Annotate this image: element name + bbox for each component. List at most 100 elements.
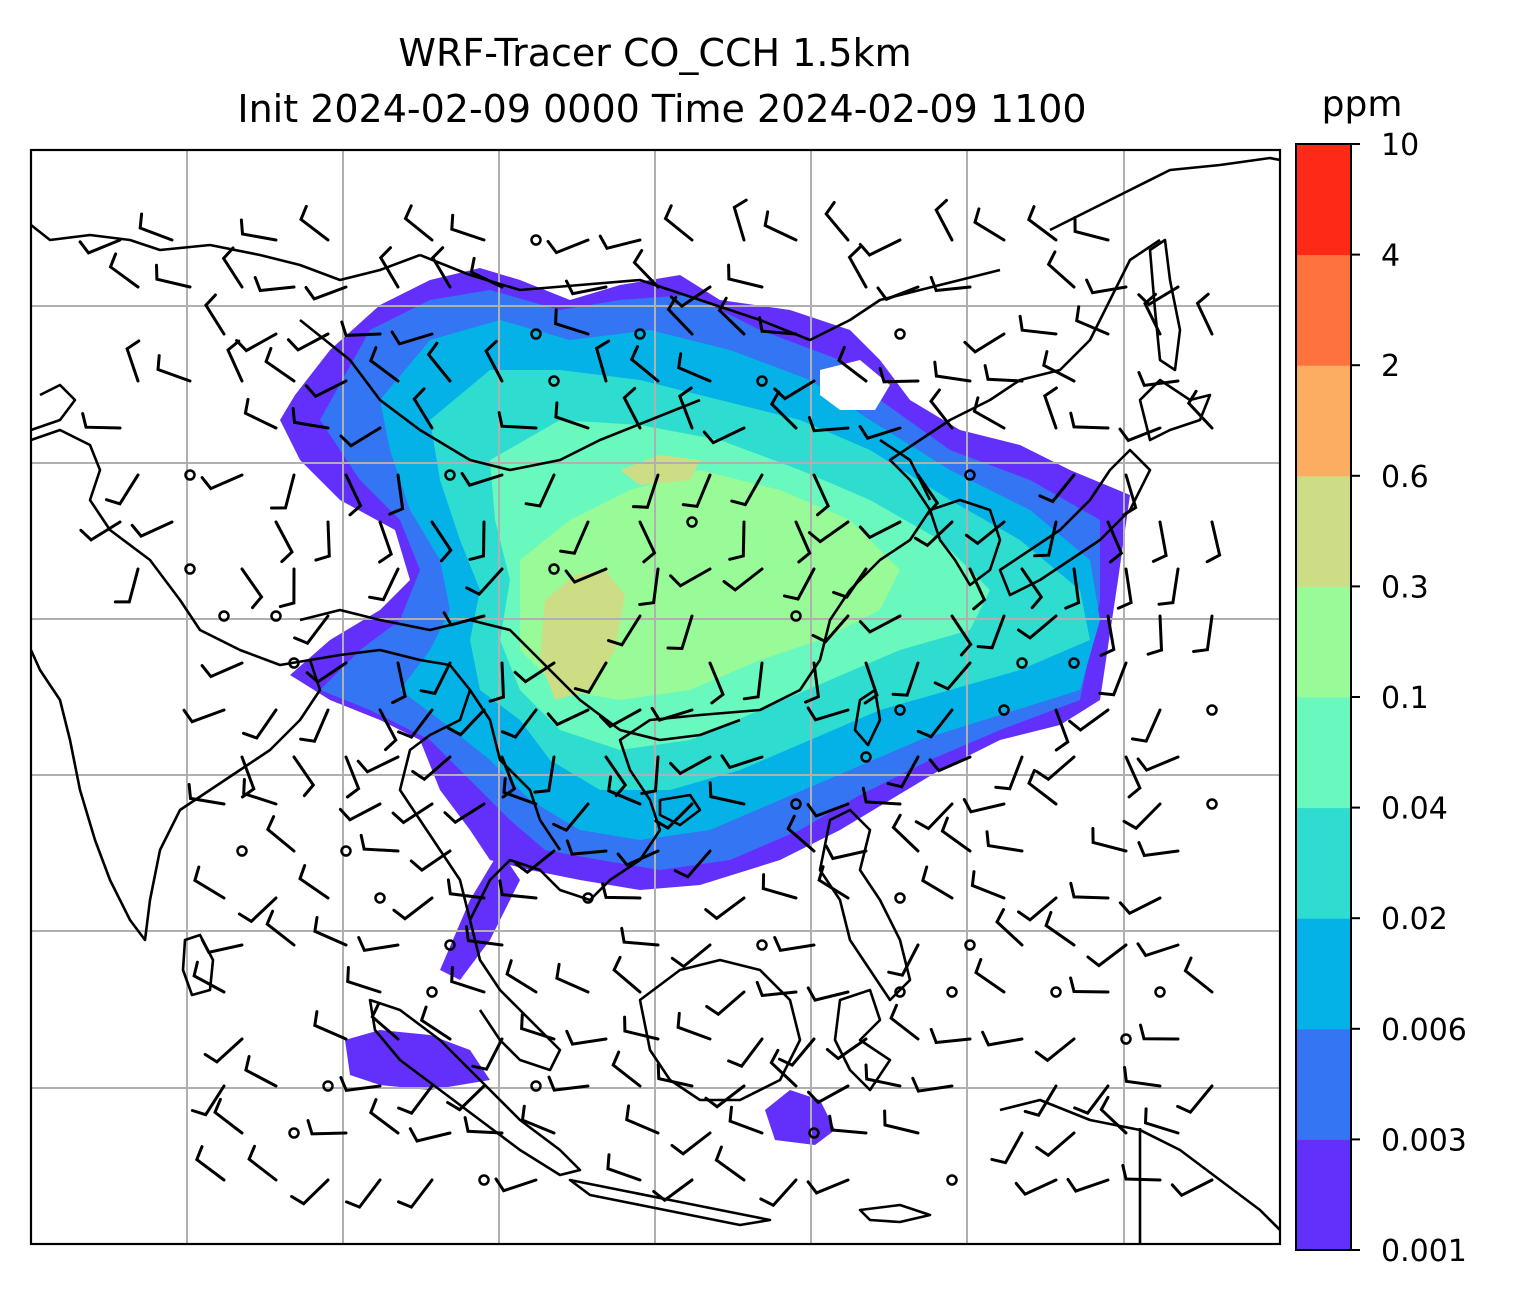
- wind-barb: [1205, 520, 1222, 564]
- wind-barb: [460, 471, 504, 487]
- wind-barb: [378, 520, 393, 564]
- wind-barb: [391, 802, 434, 825]
- wind-barb: [193, 865, 226, 900]
- wind-barb: [755, 980, 798, 998]
- wind-barb: [155, 263, 192, 289]
- wind-barb: [717, 296, 746, 336]
- wind-barb: [403, 204, 434, 242]
- wind-barb: [125, 339, 141, 383]
- wind-barb: [500, 708, 538, 739]
- wind-barb: [883, 1109, 920, 1135]
- wind-barb: [708, 781, 746, 806]
- wind-barb: [1098, 661, 1128, 697]
- wind-barb: [513, 661, 556, 684]
- colorbar-band: [1296, 365, 1351, 477]
- colorbar-band: [1296, 254, 1351, 366]
- wind-barb: [484, 339, 504, 383]
- calm-wind-marker: [964, 939, 976, 951]
- wind-barb: [113, 567, 140, 604]
- colorbar-band: [1296, 586, 1351, 698]
- wind-barb: [286, 332, 330, 352]
- wind-barb: [1136, 755, 1180, 772]
- wind-barb: [769, 1048, 798, 1088]
- wind-barb: [807, 416, 850, 433]
- wind-barb: [825, 1037, 868, 1061]
- calm-wind-marker: [790, 610, 802, 622]
- wind-barb: [78, 238, 122, 255]
- wind-barb: [964, 520, 1006, 546]
- wind-barb: [514, 849, 556, 875]
- colorbar-tick-label: 0.6: [1381, 460, 1429, 495]
- wind-barb: [995, 908, 1024, 947]
- wind-barb: [391, 661, 407, 705]
- wind-barb: [397, 708, 434, 739]
- wind-barb: [625, 1104, 660, 1135]
- calm-wind-marker: [582, 892, 594, 904]
- coast-taiwan: [853, 688, 882, 747]
- wind-barb: [368, 1098, 400, 1135]
- wind-barb: [983, 364, 1024, 383]
- wind-barb: [345, 1178, 382, 1209]
- wind-barb: [1075, 305, 1110, 336]
- colorbar-band: [1296, 144, 1351, 256]
- wind-barb: [864, 1063, 902, 1088]
- calm-wind-marker: [218, 610, 230, 622]
- wind-barb: [339, 426, 382, 448]
- border-china-south: [539, 659, 741, 742]
- wind-barb: [629, 345, 660, 383]
- wind-barb: [616, 849, 660, 867]
- border-myanmar-thai: [468, 689, 562, 851]
- coast-arabia-fragment: [31, 223, 421, 282]
- wind-barb: [728, 520, 746, 561]
- calm-wind-marker: [686, 516, 698, 528]
- wind-barbs: [78, 198, 1222, 1209]
- wind-barb: [677, 352, 712, 383]
- wind-barb: [1157, 567, 1180, 606]
- colorbar-unit-label: ppm: [1322, 84, 1403, 125]
- wind-barb: [292, 755, 316, 798]
- wind-barb: [130, 520, 174, 538]
- wind-barb: [806, 802, 850, 818]
- wind-barb: [520, 1013, 556, 1041]
- coast-java: [568, 1178, 772, 1227]
- wind-barb: [1018, 314, 1058, 336]
- wind-barb: [1118, 426, 1162, 443]
- calm-wind-marker: [444, 469, 456, 481]
- wind-barb: [524, 473, 556, 508]
- wind-barb: [264, 346, 296, 383]
- wind-barb: [1146, 614, 1164, 656]
- wind-barb: [730, 473, 764, 507]
- calm-wind-marker: [184, 469, 196, 481]
- coast-sumatra: [368, 998, 582, 1177]
- wind-barb: [200, 661, 244, 679]
- wind-barb: [891, 661, 920, 697]
- wind-barb: [794, 520, 812, 564]
- wind-barb: [970, 870, 1006, 900]
- wind-barb: [468, 520, 486, 561]
- gridlines: [31, 150, 1280, 1244]
- wind-barb: [806, 986, 850, 1002]
- wind-barb: [465, 567, 504, 597]
- wind-barb: [650, 706, 694, 722]
- wind-barb: [632, 249, 660, 289]
- wind-barb: [611, 1050, 642, 1088]
- wind-barb: [1099, 614, 1116, 657]
- wind-barb: [200, 473, 244, 491]
- wind-barb: [811, 614, 850, 644]
- calm-wind-marker: [1206, 798, 1218, 810]
- wind-barb: [463, 1116, 504, 1135]
- wind-barb: [722, 567, 764, 592]
- wind-barb: [412, 387, 434, 430]
- wind-barb: [1086, 943, 1128, 968]
- wind-barb: [411, 755, 452, 782]
- colorbar-tick-label: 0.02: [1381, 902, 1448, 937]
- wind-barb: [465, 925, 504, 947]
- calm-wind-marker: [964, 469, 976, 481]
- colorbar-tick-label: 2: [1381, 349, 1400, 384]
- wind-barb: [858, 238, 902, 257]
- wind-barb: [778, 1037, 816, 1067]
- wind-barb: [338, 802, 382, 822]
- wind-barb: [606, 1153, 642, 1182]
- wind-barb: [239, 218, 278, 242]
- wind-barb: [670, 1131, 712, 1156]
